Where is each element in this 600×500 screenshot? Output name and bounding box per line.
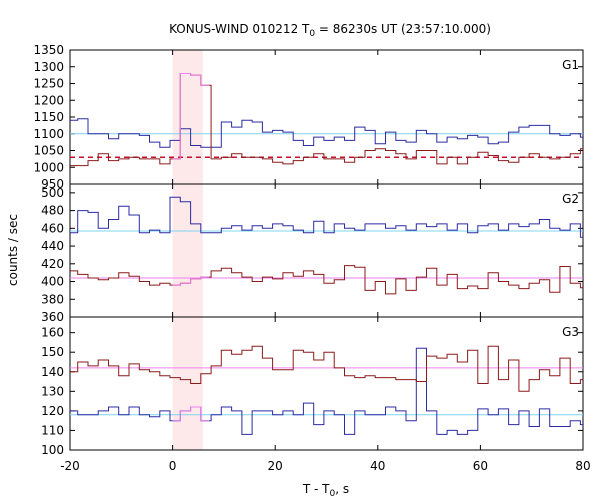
x-tick-label: 0 — [169, 459, 177, 473]
y-tick-label: 1100 — [33, 127, 64, 141]
y-tick-label: 150 — [41, 345, 64, 359]
chart-title-rest: = 86230s UT (23:57:10.000) — [315, 22, 491, 36]
panel-g1-series-red — [70, 73, 583, 167]
y-tick-label: 360 — [41, 310, 64, 324]
y-axis-label: counts / sec — [6, 214, 20, 286]
y-tick-label: 460 — [41, 221, 64, 235]
x-tick-label: 20 — [268, 459, 283, 473]
panel-g2-interval-highlight — [172, 276, 209, 286]
panel-g1-series-blue — [70, 118, 583, 148]
chart-title-subscript: 0 — [309, 29, 315, 39]
panel-g2-series-blue — [70, 196, 583, 238]
chart-title-main: KONUS-WIND 010212 T — [169, 22, 310, 36]
y-tick-label: 1250 — [33, 77, 64, 91]
y-tick-label: 440 — [41, 239, 64, 253]
shaded-interval — [172, 50, 203, 450]
panel-g1-interval-highlight — [172, 73, 209, 160]
x-tick-label: 40 — [370, 459, 385, 473]
y-tick-label: 120 — [41, 404, 64, 418]
panel-g3-series-red — [70, 345, 583, 392]
panel-g1-label: G1 — [562, 58, 579, 72]
panel-g1-frame — [69, 49, 584, 185]
panel-g2-label: G2 — [562, 192, 579, 206]
y-tick-label: 110 — [41, 423, 64, 437]
x-tick-label: -20 — [60, 459, 80, 473]
panel-g3-interval-highlight — [172, 406, 209, 422]
x-axis-label-rest: , s — [335, 482, 349, 496]
y-tick-label: 950 — [41, 177, 64, 191]
panel-g2-frame — [69, 183, 584, 318]
x-tick-label: 80 — [575, 459, 590, 473]
y-tick-label: 140 — [41, 365, 64, 379]
chart-title: KONUS-WIND 010212 T0 = 86230s UT (23:57:… — [169, 22, 491, 39]
x-axis-label-subscript: 0 — [330, 489, 336, 499]
y-tick-label: 1150 — [33, 110, 64, 124]
y-tick-label: 1000 — [33, 160, 64, 174]
y-tick-label: 1200 — [33, 93, 64, 107]
panel-g3-label: G3 — [562, 325, 579, 339]
y-tick-label: 130 — [41, 384, 64, 398]
x-tick-label: 60 — [473, 459, 488, 473]
y-tick-label: 100 — [41, 443, 64, 457]
panel-g2-series-red — [70, 265, 583, 295]
y-tick-label: 400 — [41, 275, 64, 289]
y-tick-label: 380 — [41, 292, 64, 306]
y-tick-label: 1350 — [33, 43, 64, 57]
y-tick-label: 500 — [41, 186, 64, 200]
y-tick-label: 1050 — [33, 144, 64, 158]
y-tick-label: 160 — [41, 326, 64, 340]
panel-g3-series-blue — [70, 347, 583, 435]
panel-g3-frame — [69, 316, 584, 451]
x-axis-label: T - T0, s — [302, 482, 349, 499]
x-axis-label-main: T - T — [302, 482, 330, 496]
y-tick-label: 1300 — [33, 60, 64, 74]
y-tick-label: 480 — [41, 204, 64, 218]
y-tick-label: 420 — [41, 257, 64, 271]
